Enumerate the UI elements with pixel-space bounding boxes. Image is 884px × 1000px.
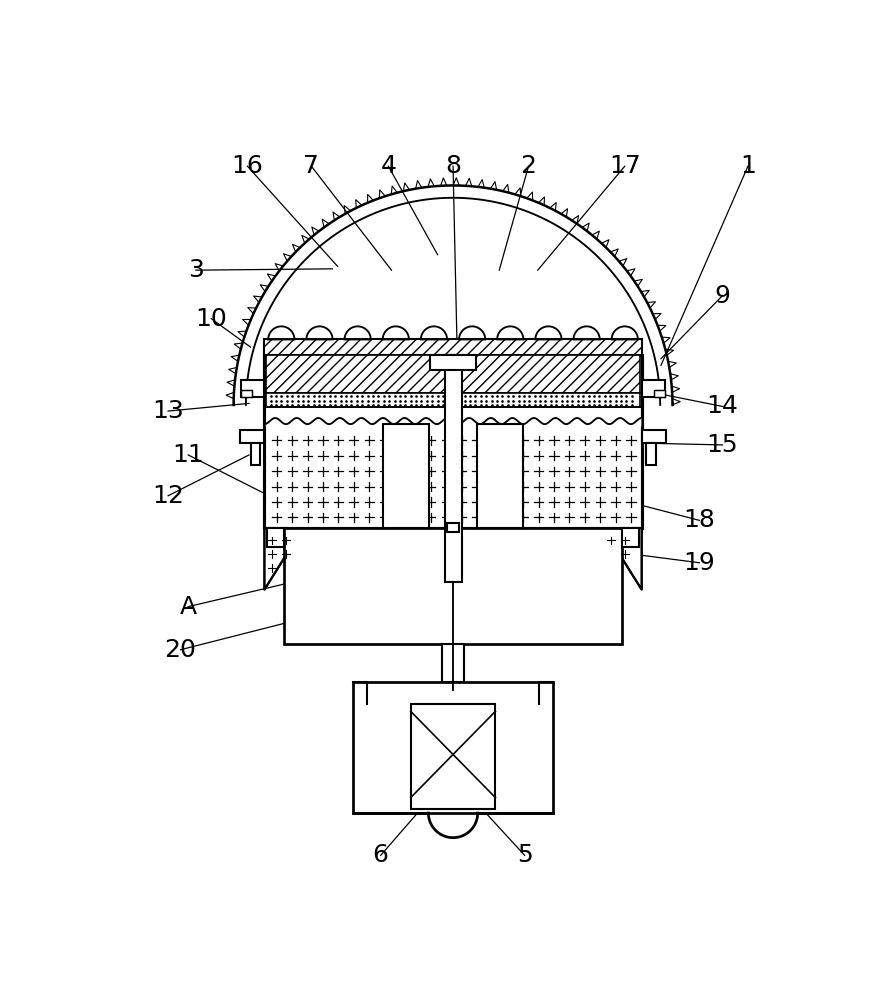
Bar <box>622 528 639 547</box>
Bar <box>646 443 656 465</box>
Bar <box>461 355 640 393</box>
Text: 13: 13 <box>152 399 184 423</box>
Bar <box>240 430 264 443</box>
Text: 2: 2 <box>521 154 537 178</box>
Polygon shape <box>603 528 642 590</box>
Polygon shape <box>307 326 332 339</box>
Bar <box>250 443 260 465</box>
Bar <box>445 355 461 582</box>
Bar <box>241 389 252 397</box>
Bar <box>442 644 464 682</box>
Polygon shape <box>612 326 638 339</box>
Bar <box>430 355 476 370</box>
Text: 12: 12 <box>152 484 184 508</box>
Text: 10: 10 <box>195 307 227 331</box>
Bar <box>266 355 445 393</box>
Text: A: A <box>179 595 197 619</box>
Bar <box>264 355 642 528</box>
Bar <box>284 528 622 644</box>
Text: 14: 14 <box>706 394 738 418</box>
Text: 20: 20 <box>164 638 196 662</box>
Bar <box>266 393 640 407</box>
Text: 5: 5 <box>517 843 532 867</box>
Polygon shape <box>459 326 485 339</box>
Bar <box>654 389 665 397</box>
Bar <box>477 424 523 528</box>
Text: 1: 1 <box>740 154 756 178</box>
Polygon shape <box>264 528 303 590</box>
Text: 6: 6 <box>373 843 389 867</box>
Text: 11: 11 <box>172 443 204 467</box>
Polygon shape <box>268 326 294 339</box>
Text: 16: 16 <box>232 154 263 178</box>
Bar <box>383 424 429 528</box>
Bar <box>447 523 459 532</box>
Text: 9: 9 <box>714 284 730 308</box>
Text: 3: 3 <box>188 258 204 282</box>
Bar <box>264 339 642 355</box>
Polygon shape <box>345 326 370 339</box>
Polygon shape <box>536 326 561 339</box>
Polygon shape <box>497 326 523 339</box>
Polygon shape <box>574 326 599 339</box>
Bar <box>241 380 264 397</box>
Text: 15: 15 <box>706 433 738 457</box>
Polygon shape <box>421 326 447 339</box>
Bar <box>411 704 495 809</box>
Bar <box>264 339 642 355</box>
Text: 4: 4 <box>380 154 396 178</box>
Text: 8: 8 <box>445 154 461 178</box>
Text: 18: 18 <box>683 508 715 532</box>
Bar <box>642 430 667 443</box>
Text: 19: 19 <box>683 551 715 575</box>
Text: 7: 7 <box>303 154 319 178</box>
Bar <box>267 528 284 547</box>
Polygon shape <box>383 326 409 339</box>
Bar <box>642 380 665 397</box>
Text: 17: 17 <box>609 154 641 178</box>
Bar <box>353 682 553 813</box>
